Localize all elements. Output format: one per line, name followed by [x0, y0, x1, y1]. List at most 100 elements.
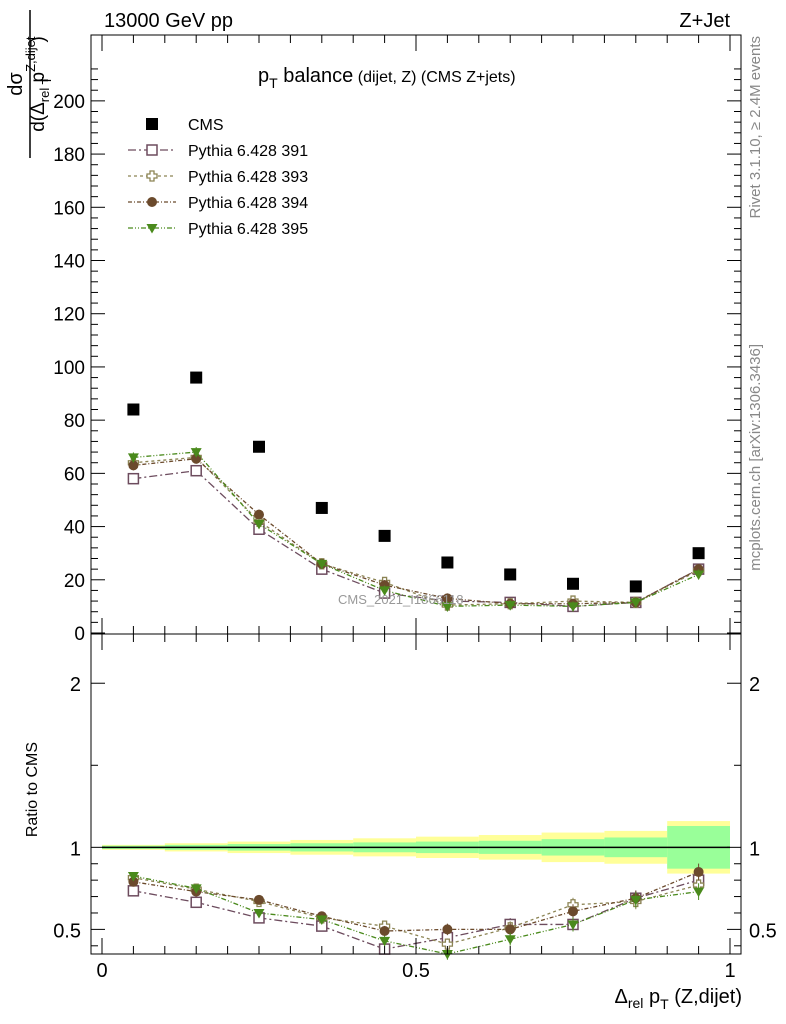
x-axis-label: Δrel pT (Z,dijet) [614, 986, 742, 1012]
point-p394 [442, 593, 453, 604]
chart-title-small: (dijet, Z) (CMS Z+jets) [353, 69, 515, 86]
point-p394 [191, 453, 202, 464]
series-p391 [127, 464, 705, 613]
y-label-den-c: ) [28, 36, 49, 42]
ratio-point-p395 [630, 895, 642, 906]
legend-item-p394: Pythia 6.428 394 [128, 195, 308, 212]
legend-marker-p393 [146, 170, 158, 182]
ratio-series-p395 [127, 872, 705, 960]
ratio-point-p393 [441, 938, 454, 950]
point-p395 [253, 519, 265, 530]
ratio-panel: 0.5 0.51 12 2 0 0.5 1 Ratio to CMS Δrel pT (Z… [24, 633, 777, 1012]
y-label-numerator: dσ [5, 72, 27, 96]
point-p395 [441, 602, 453, 612]
x-label-sub2: T [660, 996, 669, 1012]
chart-title-main: p [258, 65, 269, 87]
point-cms [253, 440, 265, 453]
ratio-point-p395 [127, 872, 139, 882]
ratio-y-tick-label-right: 2 [749, 674, 760, 696]
legend-marker-p391 [146, 144, 158, 156]
ratio-line-p393 [133, 877, 699, 945]
y-label-den-b: p [28, 72, 49, 88]
point-p395 [379, 586, 391, 596]
y-label-denominator: d(Δrel pZ,dijetT) [23, 36, 54, 132]
legend-label: CMS [188, 117, 224, 134]
x-tick-label: 1 [724, 960, 735, 982]
main-y-tick-label: 160 [53, 198, 85, 219]
x-label-b: p [643, 986, 660, 1008]
legend-marker-p395 [146, 224, 158, 234]
legend-item-p393: Pythia 6.428 393 [128, 169, 308, 186]
ratio-point-p391 [190, 896, 202, 909]
main-y-tick-label: 180 [53, 145, 85, 166]
chart-title-rest: balance [278, 65, 354, 87]
y-label-den-sub: rel [37, 88, 52, 103]
ratio-point-p394 [442, 924, 453, 935]
main-panel: 0 20 40 60 80 100 120 140 160 180 200 CMS_2021_I18… [5, 10, 742, 645]
legend-label: Pythia 6.428 394 [188, 195, 308, 212]
point-cms [567, 577, 579, 590]
point-cms [504, 568, 517, 581]
legend-marker-cms [146, 118, 158, 130]
x-label-a: Δ [614, 986, 627, 1008]
ratio-y-tick-label: 2 [70, 674, 81, 696]
ratio-series-p394 [128, 863, 704, 937]
series-line-p394 [133, 458, 699, 605]
rivet-label: Rivet 3.1.10, ≥ 2.4M events [747, 36, 764, 219]
point-p394 [254, 509, 264, 520]
main-y-tick-label: 80 [64, 411, 85, 432]
ratio-point-p395 [190, 884, 202, 894]
ratio-point-p394 [254, 894, 264, 905]
chart-title-sub: T [269, 75, 278, 91]
legend-label: Pythia 6.428 393 [188, 169, 308, 186]
ratio-point-p394 [505, 924, 516, 935]
series-line-p391 [133, 470, 699, 608]
ratio-y-axis: 0.5 0.5 1 1 2 2 [53, 674, 777, 947]
point-p391 [190, 464, 202, 477]
legend-label: Pythia 6.428 395 [188, 221, 308, 238]
point-p395 [693, 570, 705, 580]
legend: CMS Pythia 6.428 391 Pythia 6.428 393 Pythi… [128, 117, 308, 238]
main-y-tick-label: 140 [53, 252, 85, 273]
main-y-tick-label: 0 [74, 624, 85, 645]
watermark: CMS_2021_I1866118 [338, 592, 464, 607]
main-y-tick-label: 60 [64, 464, 85, 485]
y-label-den-a: d(Δ [28, 102, 49, 132]
ratio-point-p394 [693, 866, 704, 877]
point-cms [315, 501, 328, 514]
main-y-tick-label: 40 [64, 518, 85, 539]
ratio-point-p395 [693, 887, 705, 898]
point-p395 [630, 598, 642, 608]
ratio-y-tick-label-right: 0.5 [749, 920, 777, 942]
ratio-point-p391 [127, 885, 140, 897]
point-cms [629, 580, 642, 593]
series-p395 [127, 447, 705, 612]
legend-item-p391: Pythia 6.428 391 [128, 143, 308, 160]
ratio-y-tick-label: 0.5 [53, 920, 81, 942]
ratio-frame [90, 633, 742, 955]
legend-label: Pythia 6.428 391 [188, 143, 308, 160]
y-label-den-sub2: T [39, 76, 54, 84]
ratio-point-p395 [567, 920, 579, 930]
series-cms [127, 371, 705, 593]
main-y-tick-label: 20 [64, 571, 85, 592]
ratio-point-p395 [504, 935, 516, 945]
legend-marker-p394 [147, 197, 157, 207]
legend-item-cms: CMS [146, 117, 224, 134]
ratio-point-p394 [568, 906, 578, 917]
main-x-axis [101, 35, 731, 634]
chart-title: pT balance (dijet, Z) (CMS Z+jets) [258, 65, 516, 91]
main-y-tick-label: 200 [53, 92, 85, 113]
ratio-x-axis: 0 0.5 1 [96, 634, 736, 982]
ratio-y-tick-label: 1 [70, 838, 81, 860]
x-label-c: (Z,dijet) [669, 986, 742, 1008]
main-y-label: dσ d(Δrel pZ,dijetT) [5, 10, 54, 158]
ratio-point-p395 [316, 915, 328, 926]
header-process: Z+Jet [679, 10, 730, 32]
ratio-point-p394 [128, 876, 139, 887]
point-cms [692, 547, 705, 560]
point-p395 [504, 601, 516, 611]
ratio-y-tick-label-right: 1 [749, 838, 760, 860]
ratio-point-p395 [379, 936, 391, 947]
x-label-sub: rel [628, 995, 644, 1011]
